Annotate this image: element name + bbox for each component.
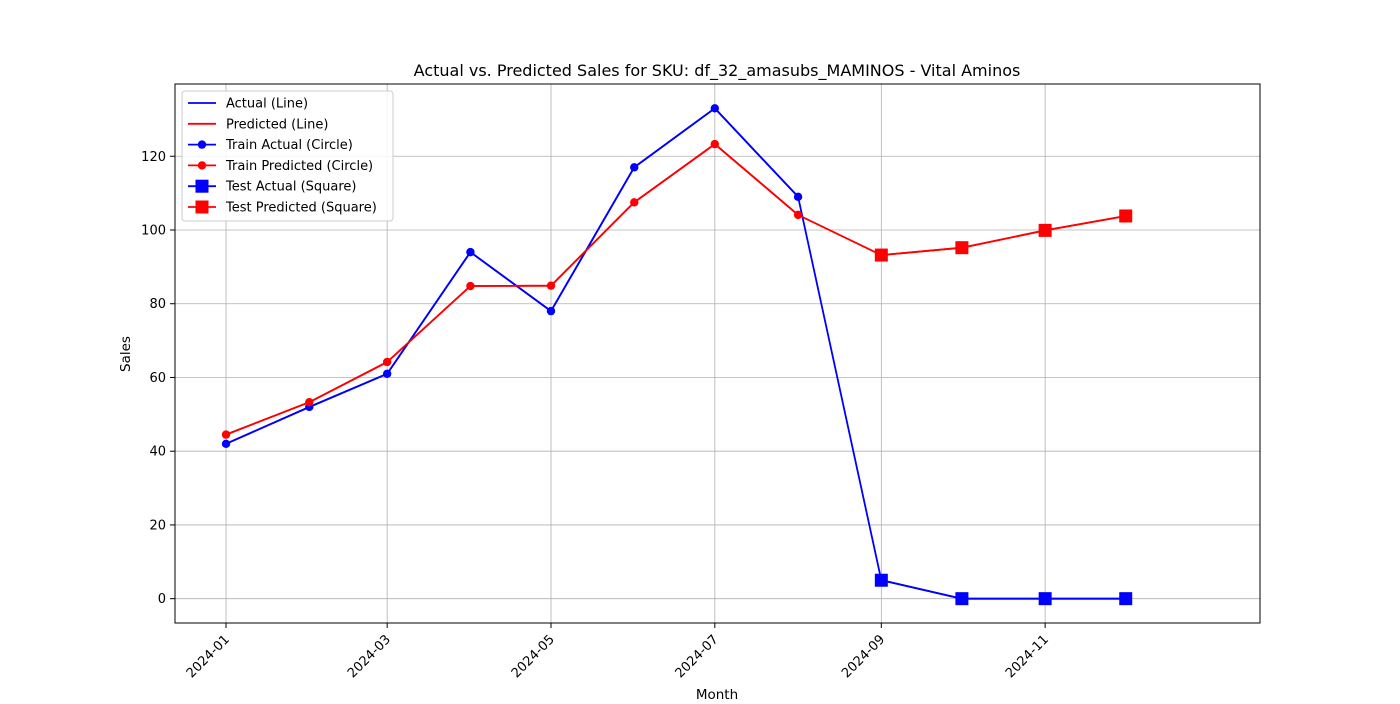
series-layer: [221, 104, 1133, 606]
data-point-square: [1119, 209, 1133, 223]
legend: Actual (Line) Predicted (Line) Train Actua…: [181, 90, 394, 222]
data-point-circle: [793, 192, 803, 202]
data-point-circle: [630, 198, 639, 207]
y-tick-label: 20: [149, 518, 166, 533]
data-point-circle: [710, 139, 720, 149]
legend-swatch-square: [195, 200, 209, 214]
legend-label: Train Actual (Circle): [225, 138, 353, 153]
x-tick-label: 2024-01: [184, 632, 233, 681]
data-point-square: [955, 592, 969, 606]
y-tick-label: 60: [149, 371, 166, 386]
y-tick-label: 120: [141, 150, 166, 165]
y-tick-label: 40: [149, 445, 166, 460]
axis-ticks: 2024-01 2024-03 2024-05 2024-07 2024-09 2024-…: [141, 150, 1052, 681]
data-point-square: [1119, 592, 1133, 606]
data-point-square: [955, 241, 969, 255]
data-point-circle: [382, 369, 392, 378]
legend-swatch-circle: [197, 161, 207, 170]
plot-frame: [174, 83, 1261, 624]
data-point-circle: [221, 439, 231, 449]
data-point-square: [874, 573, 888, 587]
legend-label: Test Predicted (Square): [225, 201, 377, 216]
chart-title: Actual vs. Predicted Sales for SKU: df_3…: [414, 61, 1021, 81]
x-tick-label: 2024-05: [509, 632, 558, 681]
legend-label: Train Predicted (Circle): [225, 159, 373, 174]
legend-swatch-circle: [197, 140, 207, 149]
data-point-circle: [630, 163, 639, 172]
series-line: [881, 579, 1126, 600]
x-axis-label: Month: [696, 687, 738, 700]
data-point-circle: [466, 247, 475, 257]
x-tick-label: 2024-07: [673, 632, 722, 681]
y-axis-label: Sales: [118, 336, 134, 372]
data-point-square: [874, 248, 888, 262]
x-tick-label: 2024-09: [839, 632, 888, 681]
series-line: [225, 143, 799, 436]
data-point-square: [1038, 592, 1052, 606]
data-point-circle: [546, 306, 556, 316]
data-point-circle: [793, 210, 803, 220]
legend-swatch-square: [195, 179, 209, 193]
legend-box: [181, 90, 394, 222]
data-point-circle: [382, 357, 392, 367]
x-tick-label: 2024-03: [345, 632, 394, 681]
data-point-circle: [546, 281, 556, 290]
data-point-circle: [466, 281, 475, 291]
y-tick-label: 100: [141, 223, 166, 238]
legend-label: Test Actual (Square): [225, 180, 357, 195]
legend-label: Actual (Line): [226, 97, 308, 112]
y-tick-label: 0: [158, 592, 166, 607]
series-line: [881, 215, 1126, 256]
data-point-circle: [710, 104, 720, 113]
grid-lines: [175, 84, 1260, 623]
x-tick-label: 2024-11: [1003, 632, 1052, 681]
data-point-circle: [305, 397, 314, 407]
y-tick-label: 80: [149, 297, 166, 312]
data-point-square: [1038, 223, 1052, 237]
data-point-circle: [221, 430, 231, 439]
legend-label: Predicted (Line): [226, 117, 328, 132]
series-line: [225, 107, 799, 445]
